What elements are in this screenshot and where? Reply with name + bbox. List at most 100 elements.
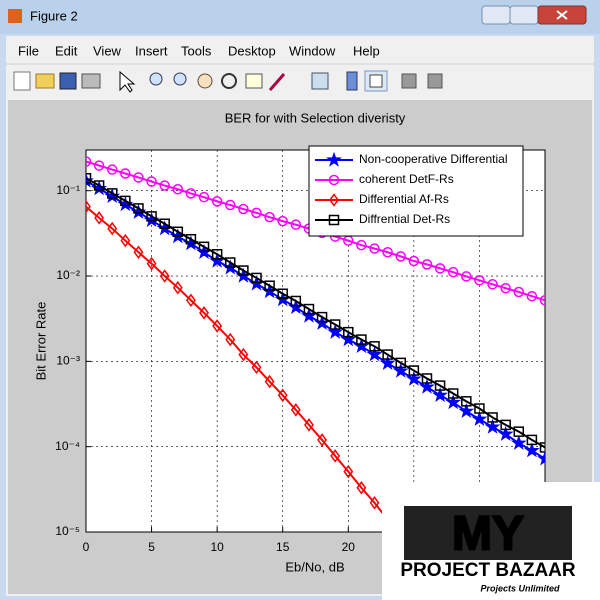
legend-label: Non-cooperative Differential <box>359 152 508 166</box>
marker <box>474 275 485 286</box>
marker <box>94 211 105 225</box>
legend: Non-cooperative Differential coherent Det… <box>308 145 524 237</box>
marker <box>106 188 118 199</box>
menu-item[interactable]: Desktop <box>228 43 276 58</box>
marker <box>326 151 342 167</box>
marker <box>238 203 249 215</box>
tool-zoom-in[interactable] <box>149 72 163 86</box>
marker <box>133 172 144 183</box>
marker <box>251 360 262 375</box>
marker <box>277 215 288 227</box>
marker <box>461 271 472 282</box>
marker <box>185 188 197 199</box>
marker <box>317 433 327 447</box>
marker <box>526 290 538 302</box>
marker <box>93 180 105 191</box>
tool-pan[interactable] <box>197 73 213 89</box>
marker <box>434 380 446 391</box>
marker <box>356 480 367 495</box>
tool-legend-icon <box>369 74 383 88</box>
marker <box>86 172 92 184</box>
marker <box>369 243 380 254</box>
marker <box>277 388 288 403</box>
logo: MY PROJECT BAZAAR Projects Unlimited <box>382 482 600 600</box>
marker <box>447 266 459 278</box>
tool-rotate[interactable] <box>221 73 237 89</box>
menu-item[interactable]: Insert <box>135 43 168 58</box>
marker <box>238 265 249 276</box>
tool-colorbar[interactable] <box>346 71 358 91</box>
marker <box>133 203 144 214</box>
tool-datacursor[interactable] <box>245 73 263 89</box>
menu-item[interactable]: View <box>93 43 122 58</box>
minimize-button[interactable] <box>481 5 511 25</box>
menu-item[interactable]: Tools <box>181 43 212 58</box>
marker <box>316 311 328 323</box>
marker <box>277 288 288 299</box>
tool-link[interactable] <box>311 72 329 90</box>
marker <box>487 412 498 423</box>
marker <box>264 211 275 223</box>
marker <box>225 332 236 347</box>
marker <box>146 211 157 222</box>
y-axis-label: Bit Error Rate <box>33 302 48 381</box>
logo-name: PROJECT BAZAAR <box>400 560 576 581</box>
maximize-button[interactable] <box>509 5 539 25</box>
logo-tagline: Projects Unlimited <box>480 583 560 593</box>
close-icon <box>556 10 568 20</box>
marker <box>340 331 357 347</box>
marker <box>382 246 393 258</box>
tool-hide[interactable] <box>401 73 417 89</box>
marker <box>93 160 105 171</box>
legend-label: coherent DetF-Rs <box>359 172 454 186</box>
marker <box>329 193 339 207</box>
x-tick-label: 5 <box>148 540 155 554</box>
marker <box>185 233 197 245</box>
marker <box>238 347 249 362</box>
marker <box>251 272 262 284</box>
logo-band <box>398 560 578 580</box>
marker <box>290 403 301 417</box>
marker <box>421 373 433 384</box>
marker <box>107 221 118 236</box>
tool-open[interactable] <box>35 73 55 89</box>
marker <box>474 403 485 414</box>
marker <box>513 426 525 437</box>
tool-new[interactable] <box>13 71 31 91</box>
marker <box>120 233 131 248</box>
marker <box>421 259 433 270</box>
marker <box>356 239 367 251</box>
marker <box>471 410 488 426</box>
tool-save[interactable] <box>59 72 77 90</box>
menu-item[interactable]: Help <box>353 43 380 58</box>
tool-pointer[interactable] <box>119 70 136 93</box>
marker <box>211 249 223 260</box>
menu-item[interactable]: Edit <box>55 43 78 58</box>
tool-print[interactable] <box>81 73 101 89</box>
y-tick-label: 10⁻¹ <box>56 183 80 197</box>
marker <box>328 174 340 186</box>
marker <box>379 354 396 370</box>
marker <box>445 394 462 410</box>
marker <box>185 293 196 308</box>
menu-item[interactable]: File <box>18 43 39 58</box>
marker <box>86 156 92 167</box>
tool-show[interactable] <box>427 73 443 89</box>
tool-brush[interactable] <box>268 73 286 91</box>
marker <box>343 464 354 479</box>
marker <box>120 195 131 207</box>
marker <box>537 450 545 466</box>
marker <box>328 214 340 226</box>
marker <box>330 449 341 463</box>
marker <box>366 346 383 362</box>
y-tick-label: 10⁻² <box>56 268 80 282</box>
marker <box>419 378 435 394</box>
menu-item[interactable]: Window <box>289 43 336 58</box>
marker <box>392 362 409 378</box>
marker <box>356 334 367 345</box>
marker <box>172 184 184 195</box>
marker <box>408 255 420 267</box>
tool-zoom-out[interactable] <box>173 72 187 86</box>
marker <box>159 180 170 191</box>
marker <box>434 263 446 274</box>
